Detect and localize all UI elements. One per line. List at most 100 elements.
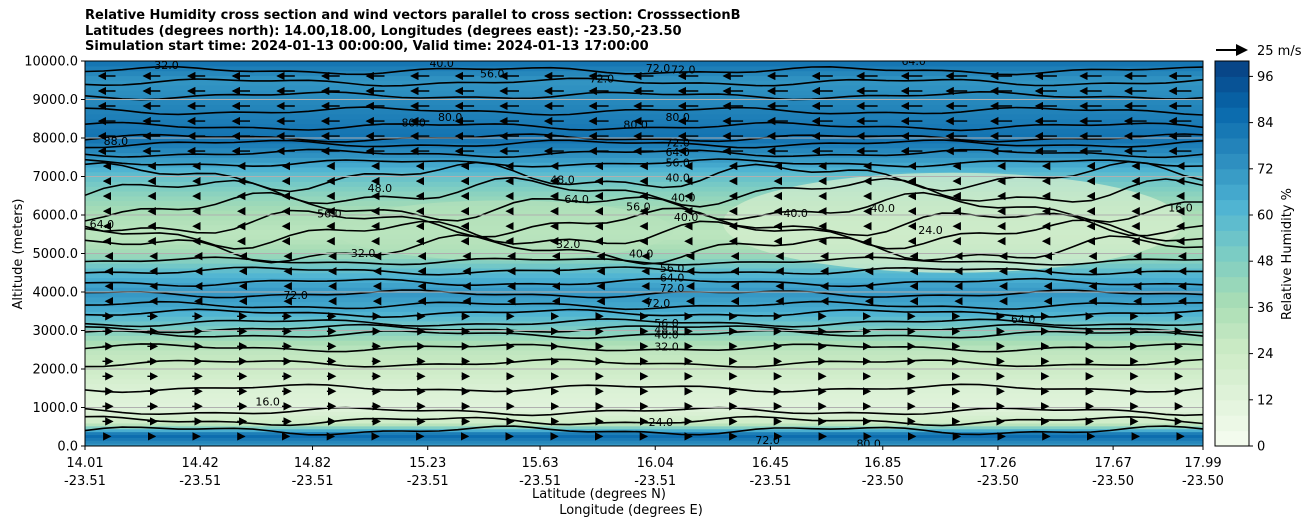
contour-line (85, 425, 1203, 436)
humidity-band (85, 320, 1203, 327)
colorbar-segment (1215, 399, 1249, 416)
humidity-band (85, 128, 1203, 134)
contour-label: 32.0 (556, 238, 581, 251)
colorbar-segment (1215, 369, 1249, 385)
x-tick-label-lon: -23.51 (64, 474, 106, 489)
contour-label: 72.0 (660, 282, 685, 295)
contour-line (85, 277, 1203, 288)
contour-label: 72.0 (665, 137, 690, 150)
humidity-band (85, 369, 1203, 375)
humidity-band (85, 85, 1203, 91)
y-tick-label: 5000.0 (33, 247, 79, 262)
contour-label: 56.0 (665, 157, 690, 170)
contour-label: 64.0 (1011, 313, 1036, 326)
contour-label: 24.0 (649, 416, 674, 429)
colorbar (1214, 60, 1250, 447)
contour-line (85, 133, 1203, 143)
contour-label: 64.0 (90, 218, 115, 231)
contour-label: 24.0 (918, 224, 943, 237)
contour-line (85, 256, 1203, 266)
contour-label: 72.0 (646, 62, 671, 75)
humidity-band (85, 138, 1203, 144)
colorbar-tick-label: 0 (1257, 440, 1265, 455)
humidity-band (85, 65, 1203, 72)
y-tick-label: 2000.0 (33, 363, 79, 378)
contour-label: 72.0 (590, 72, 615, 85)
x-axis-label-lon: Longitude (degrees E) (559, 503, 703, 518)
chart-title: Relative Humidity cross section and wind… (85, 8, 741, 55)
humidity-band (85, 272, 1203, 279)
contour-line (85, 77, 1203, 87)
colorbar-segment (1215, 168, 1249, 185)
humidity-band (85, 157, 1203, 163)
colorbar-segment (1215, 292, 1249, 308)
colorbar-tick-label: 12 (1257, 393, 1274, 408)
colorbar-segment (1215, 215, 1249, 231)
humidity-band (85, 263, 1203, 269)
contour-label: 40.0 (665, 172, 690, 185)
colorbar-label: Relative Humidity % (1280, 188, 1295, 320)
colorbar-segment (1215, 353, 1249, 370)
contour-label: 40.0 (871, 202, 896, 215)
colorbar-segment (1215, 338, 1249, 355)
x-tick-label-lon: -23.50 (1092, 474, 1134, 489)
contour-line (85, 106, 1203, 116)
contour-label: 80.0 (665, 111, 690, 124)
x-tick-label-lat: 15.63 (521, 456, 558, 471)
x-tick-label-lon: -23.50 (862, 474, 904, 489)
contour-line (85, 323, 1203, 334)
humidity-band (85, 89, 1203, 96)
colorbar-segment (1215, 91, 1249, 108)
contour-label: 72.0 (283, 289, 308, 302)
contour-label: 80.0 (856, 437, 881, 450)
x-tick-label-lon: -23.51 (634, 474, 676, 489)
humidity-band (85, 428, 1203, 433)
humidity-band (85, 142, 1203, 149)
contour-line (85, 289, 1203, 299)
contour-label: 40.0 (783, 207, 808, 220)
colorbar-tick-label: 48 (1257, 255, 1274, 270)
humidity-band (85, 301, 1203, 308)
contour-label: 40.0 (671, 192, 696, 205)
contour-line (85, 148, 1203, 159)
contour-label: 64.0 (564, 193, 589, 206)
contour-label: 40.0 (654, 329, 679, 342)
x-tick-label-lat: 17.67 (1095, 456, 1132, 471)
contour-label: 56.0 (654, 317, 679, 330)
humidity-band (85, 282, 1203, 288)
colorbar-segment (1215, 61, 1249, 77)
humidity-band (85, 200, 1203, 206)
x-tick-label-lon: -23.51 (179, 474, 221, 489)
contour-label: 16.0 (1168, 201, 1193, 214)
contour-labels: 32.0 40.056.0 72.072.0 72.064.080.080.0 80.0… (90, 55, 1193, 450)
colorbar-tick-label: 72 (1257, 162, 1274, 177)
contour-label: 40.0 (429, 57, 454, 70)
contour-label: 72.0 (646, 297, 671, 310)
colorbar-segment (1215, 199, 1249, 216)
contour-line (85, 139, 1203, 149)
humidity-band (85, 152, 1203, 158)
humidity-band (85, 378, 1203, 385)
y-tick-label: 1000.0 (33, 401, 79, 416)
colorbar-segment (1215, 430, 1249, 447)
contour-line (85, 90, 1203, 101)
humidity-band (85, 166, 1203, 173)
contour-line (85, 383, 1203, 394)
contour-label: 64.0 (901, 55, 926, 68)
humidity-band (85, 340, 1203, 346)
y-tick-label: 9000.0 (33, 93, 79, 108)
humidity-band (85, 443, 1203, 446)
humidity-band (85, 411, 1203, 416)
colorbar-segment (1215, 230, 1249, 247)
x-tick-label-lon: -23.51 (519, 474, 561, 489)
contour-label: 48.0 (550, 174, 575, 187)
humidity-band (85, 425, 1203, 430)
x-tick-label-lat: 17.26 (979, 456, 1016, 471)
contour-line (85, 318, 1203, 328)
y-tick-label: 4000.0 (33, 286, 79, 301)
contour-label: 48.0 (368, 182, 393, 195)
humidity-band (85, 171, 1203, 178)
colorbar-segment (1215, 322, 1249, 339)
x-tick-label-lat: 15.23 (409, 456, 446, 471)
x-tick-label-lat: 16.85 (864, 456, 901, 471)
